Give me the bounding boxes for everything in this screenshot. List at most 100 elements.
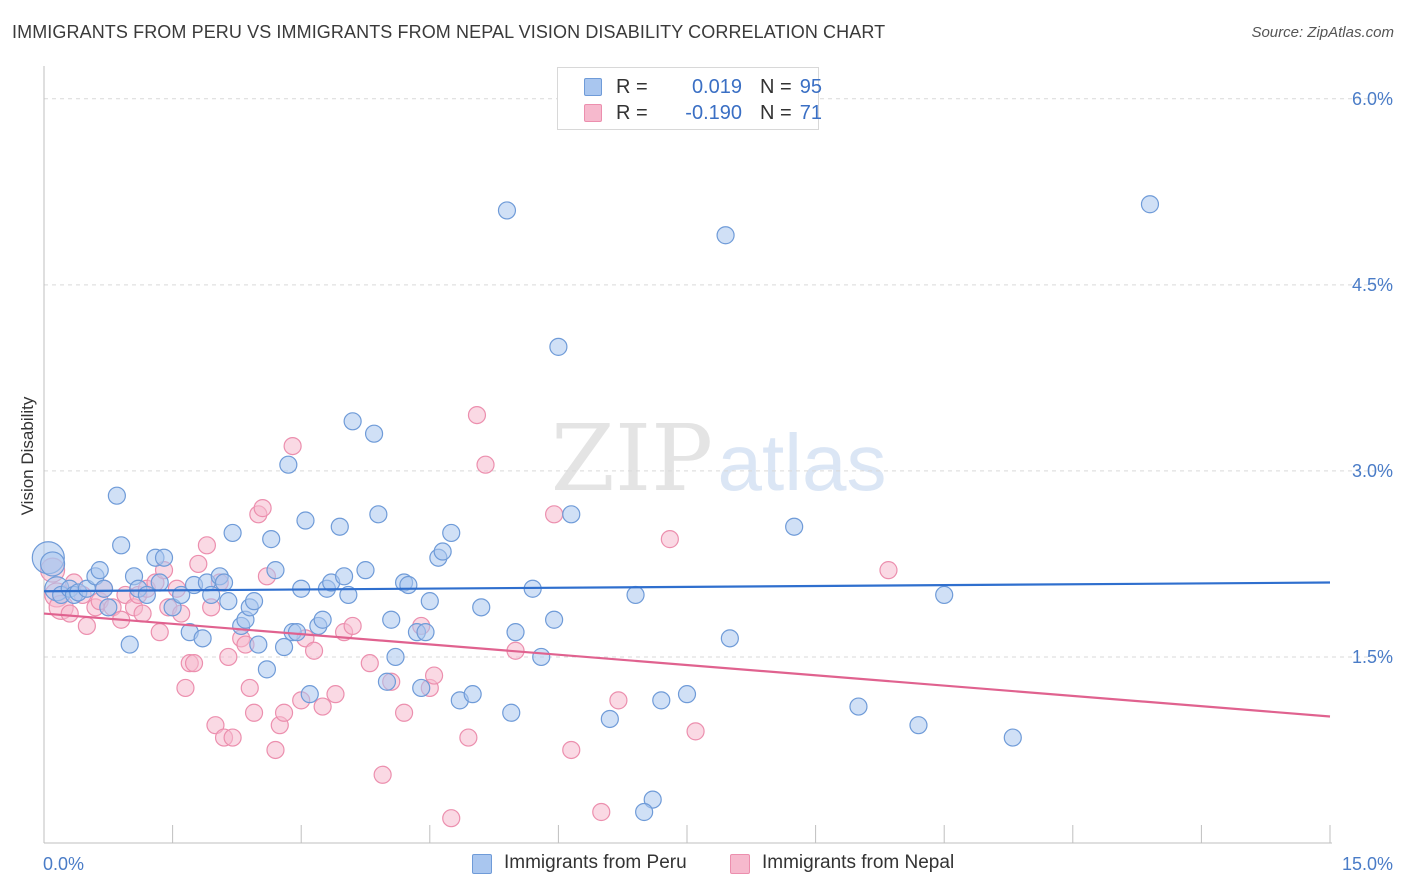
- data-point: [785, 517, 804, 536]
- data-point: [150, 573, 169, 592]
- data-point: [262, 530, 281, 549]
- data-point: [562, 740, 581, 760]
- x-tick-label: 15.0%: [1342, 854, 1393, 874]
- y-tick-label: 6.0%: [1352, 89, 1393, 109]
- data-point: [394, 703, 414, 722]
- data-point: [660, 530, 679, 549]
- data-point: [253, 499, 272, 518]
- trendline-peru: [43, 581, 1331, 593]
- data-point: [193, 629, 212, 648]
- y-tick-label: 4.5%: [1352, 275, 1393, 295]
- trendline-nepal: [43, 612, 1331, 718]
- data-point: [635, 802, 654, 822]
- n-label: N =: [760, 76, 792, 98]
- data-point: [257, 660, 277, 679]
- data-point: [120, 635, 139, 654]
- data-point: [1003, 728, 1022, 747]
- legend-label-nepal: Immigrants from Nepal: [762, 852, 955, 873]
- data-point: [472, 598, 491, 617]
- data-point: [313, 697, 332, 716]
- data-point: [497, 201, 517, 220]
- r-label: R =: [616, 102, 648, 124]
- data-point: [626, 585, 645, 605]
- data-point: [339, 585, 358, 605]
- data-point: [214, 573, 234, 592]
- data-point: [532, 647, 551, 667]
- data-point: [433, 542, 452, 561]
- data-point: [304, 641, 324, 660]
- y-tick-label: 3.0%: [1352, 461, 1393, 481]
- data-point: [935, 585, 954, 605]
- data-point: [849, 697, 868, 716]
- y-tick-label: 1.5%: [1352, 647, 1393, 667]
- data-point: [279, 455, 298, 474]
- legend-label-peru: Immigrants from Peru: [504, 852, 687, 873]
- data-point: [545, 610, 564, 629]
- y-axis-label: Vision Disability: [18, 396, 37, 515]
- data-point: [240, 678, 259, 698]
- data-point: [643, 790, 662, 809]
- watermark: ZIP atlas: [551, 405, 887, 512]
- data-point: [720, 629, 739, 648]
- nepal-swatch: [730, 854, 750, 874]
- data-point: [549, 337, 568, 356]
- data-point: [197, 536, 216, 555]
- data-point: [377, 672, 397, 691]
- data-point: [94, 579, 114, 598]
- data-point: [506, 623, 525, 642]
- data-point: [600, 709, 619, 729]
- data-point: [274, 703, 294, 722]
- data-point: [244, 592, 264, 611]
- grid: [44, 98, 1390, 658]
- data-point: [420, 592, 439, 611]
- data-point: [99, 598, 118, 617]
- data-point: [459, 728, 478, 747]
- data-point: [266, 561, 285, 580]
- peru-swatch: [472, 854, 492, 874]
- data-point: [909, 716, 928, 735]
- data-point: [652, 691, 671, 710]
- data-point: [879, 561, 898, 580]
- data-point: [463, 685, 482, 704]
- n-value: 71: [799, 102, 822, 124]
- data-point: [266, 740, 285, 760]
- data-point: [326, 685, 345, 704]
- data-point: [677, 685, 697, 704]
- r-value: -0.190: [685, 102, 742, 124]
- data-point: [424, 666, 444, 685]
- data-point: [154, 548, 174, 567]
- data-point: [219, 592, 238, 611]
- trendlines: [43, 581, 1331, 718]
- data-point: [343, 412, 362, 431]
- data-point: [343, 616, 362, 636]
- series-peru: [31, 195, 1160, 822]
- data-point: [274, 637, 294, 657]
- data-point: [334, 567, 354, 586]
- data-point: [562, 505, 581, 524]
- data-point: [137, 585, 156, 605]
- data-point: [364, 424, 384, 443]
- data-point: [1140, 195, 1160, 214]
- data-point: [609, 691, 628, 710]
- correlation-legend: R = 0.019 N = 95 R = -0.190 N = 71: [557, 67, 822, 130]
- chart-title: IMMIGRANTS FROM PERU VS IMMIGRANTS FROM …: [12, 22, 886, 42]
- data-point: [206, 716, 225, 735]
- watermark-atlas: atlas: [718, 418, 887, 507]
- data-point: [592, 802, 611, 822]
- watermark-zip: ZIP: [551, 405, 713, 512]
- data-point: [360, 654, 379, 673]
- x-tick-label: 0.0%: [43, 854, 84, 874]
- data-point: [416, 623, 435, 642]
- data-point: [373, 765, 392, 784]
- data-point: [330, 517, 349, 536]
- data-point: [476, 455, 495, 474]
- data-point: [386, 647, 405, 667]
- data-point: [369, 505, 388, 524]
- data-point: [313, 610, 332, 629]
- nepal-swatch: [584, 104, 602, 122]
- data-point: [176, 678, 195, 698]
- data-point: [90, 561, 109, 580]
- n-value: 95: [799, 76, 822, 98]
- y-tick-labels: 1.5% 3.0% 4.5% 6.0%: [1352, 89, 1393, 667]
